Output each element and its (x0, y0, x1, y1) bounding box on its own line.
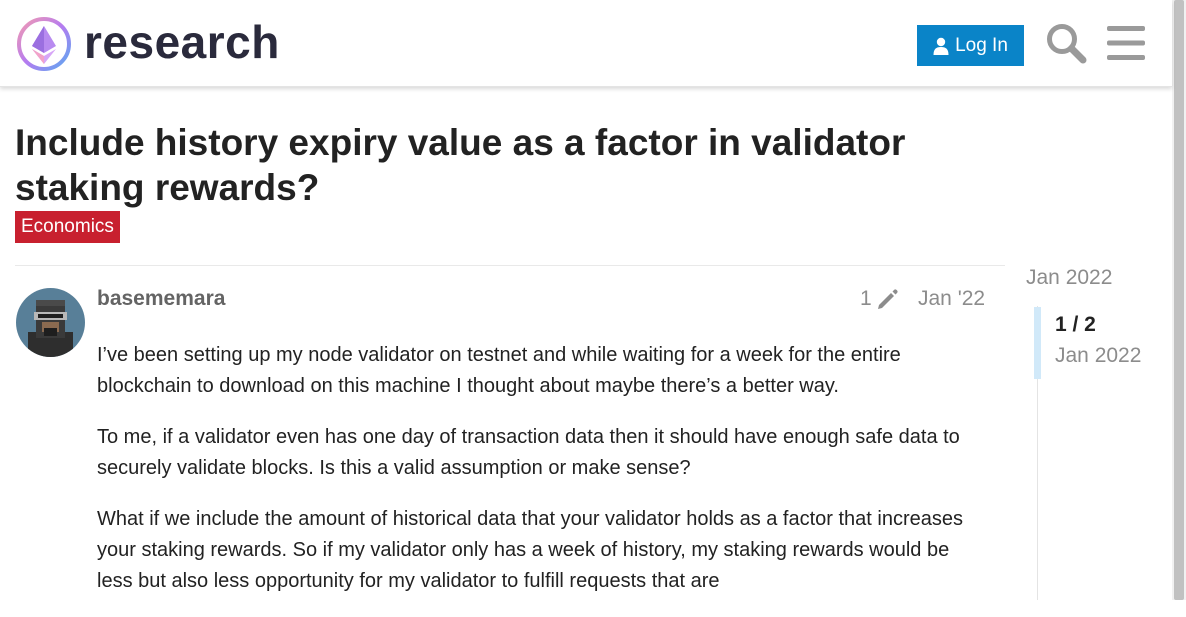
category-badge[interactable]: Economics (15, 211, 120, 243)
post-username[interactable]: basememara (97, 287, 226, 310)
menu-icon[interactable] (1107, 26, 1145, 60)
post-body: I’ve been setting up my node validator o… (97, 340, 987, 617)
user-icon (933, 37, 949, 55)
post-paragraph: To me, if a validator even has one day o… (97, 426, 960, 479)
topic-divider (15, 265, 1005, 266)
login-button-label: Log In (955, 34, 1008, 56)
site-logo-text[interactable]: research (84, 16, 280, 68)
timeline-position[interactable]: 1 / 2 (1055, 313, 1096, 336)
search-icon[interactable] (1045, 22, 1087, 64)
login-button[interactable]: Log In (917, 25, 1024, 66)
logo-icon[interactable] (16, 16, 72, 72)
timeline-track (1037, 306, 1038, 600)
post-date[interactable]: Jan '22 (918, 287, 986, 310)
timeline-current-date: Jan 2022 (1055, 344, 1142, 367)
timeline-start-date[interactable]: Jan 2022 (1026, 266, 1113, 289)
pencil-icon[interactable] (876, 288, 899, 311)
site-header: research Log In (0, 0, 1172, 87)
edit-count[interactable]: 1 (860, 287, 872, 310)
page-scrollbar[interactable] (1172, 0, 1186, 600)
post-paragraph: What if we include the amount of histori… (97, 508, 964, 592)
timeline-handle[interactable] (1034, 307, 1041, 379)
scrollbar-thumb[interactable] (1174, 0, 1184, 600)
topic-title[interactable]: Include history expiry value as a factor… (15, 122, 906, 208)
post-paragraph: I’ve been setting up my node validator o… (97, 344, 901, 397)
avatar[interactable] (16, 288, 85, 357)
